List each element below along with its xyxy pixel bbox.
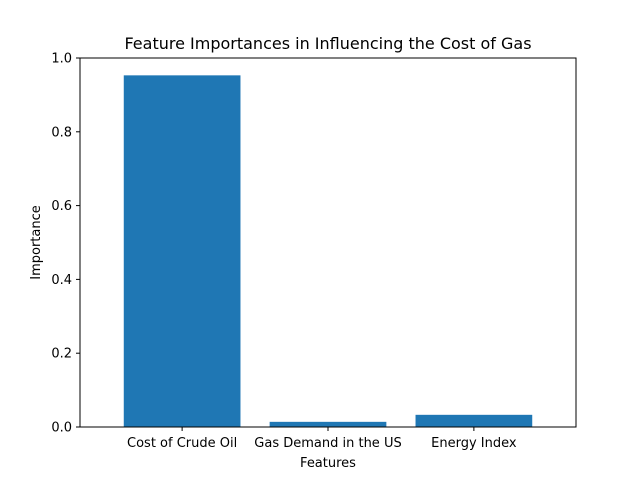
bars-layer [123,75,533,427]
x-axis: Cost of Crude Oil Gas Demand in the US Ene… [127,427,517,451]
y-tick-label-3: 0.6 [51,199,72,214]
y-axis: 0.0 0.2 0.4 0.6 0.8 1.0 [51,52,80,436]
bar-2 [415,414,533,427]
plot-frame [79,57,577,428]
y-tick-label-2: 0.4 [51,273,72,288]
y-tick-label-4: 0.8 [51,125,72,140]
x-tick-label-1: Gas Demand in the US [254,436,401,451]
bar-1 [269,421,387,427]
x-tick-label-0: Cost of Crude Oil [127,436,237,451]
bar-0 [123,75,241,427]
y-tick-label-1: 0.2 [51,347,72,362]
y-tick-label-0: 0.0 [51,421,72,436]
x-axis-label: Features [300,456,356,471]
chart-title: Feature Importances in Influencing the C… [124,34,531,53]
y-axis-label: Importance [29,205,44,280]
y-tick-label-5: 1.0 [51,52,72,67]
x-tick-label-2: Energy Index [431,436,517,451]
